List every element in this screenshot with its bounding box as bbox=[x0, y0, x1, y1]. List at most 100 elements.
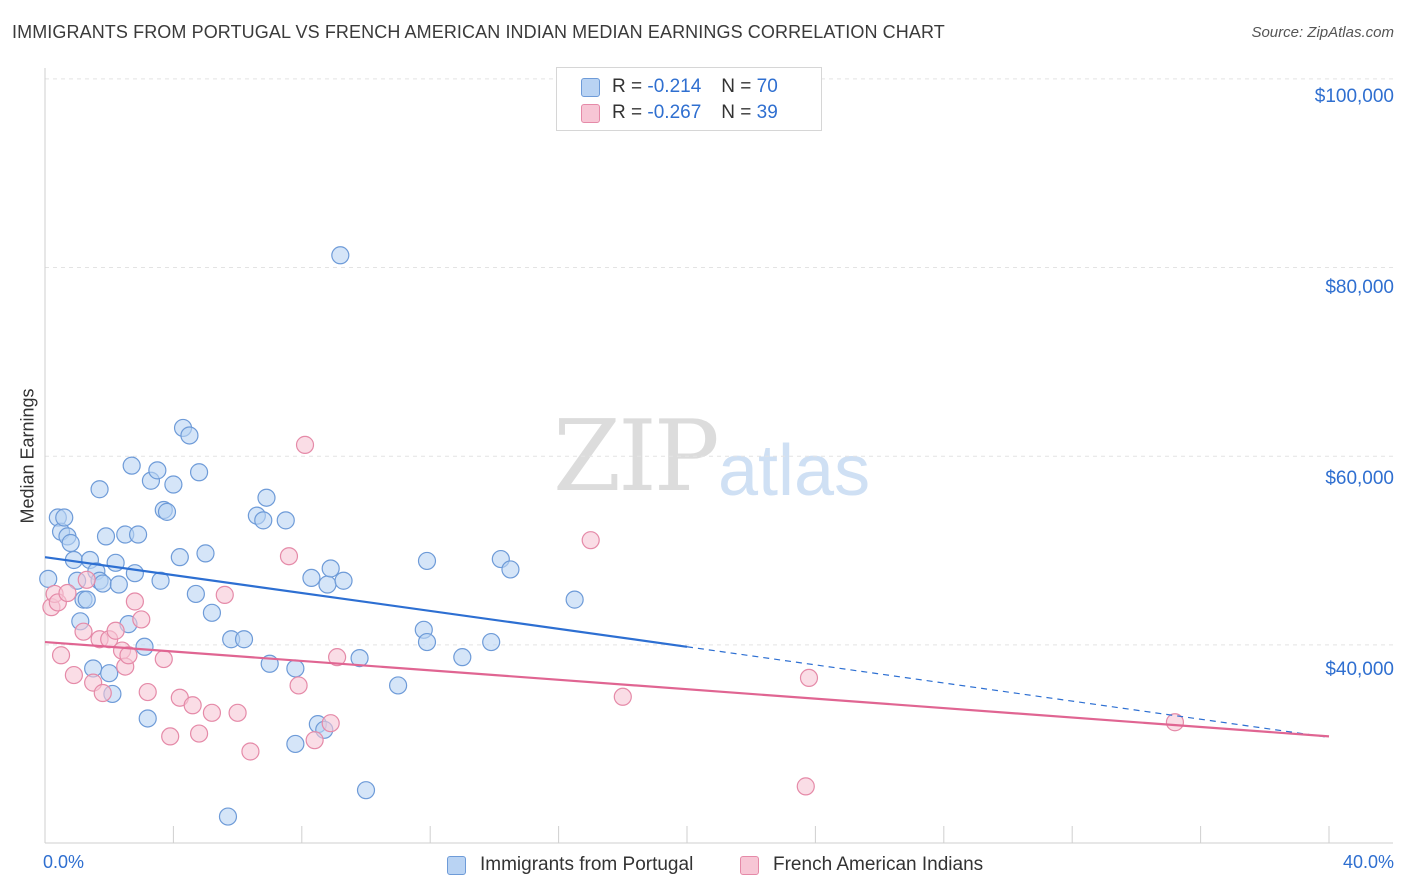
portugal-point-58 bbox=[334, 571, 353, 590]
french-american-indian-point-17 bbox=[132, 610, 151, 629]
y-axis-title: Median Earnings bbox=[17, 388, 38, 524]
portugal-point-44 bbox=[234, 630, 254, 649]
legend-r-label: R = bbox=[612, 102, 643, 123]
french-american-indian-point-25 bbox=[215, 585, 234, 604]
french-american-indian-point-26 bbox=[228, 703, 247, 722]
portugal-point-50 bbox=[286, 734, 305, 754]
portugal-point-66 bbox=[482, 632, 501, 652]
french-american-indian-point-27 bbox=[241, 742, 260, 761]
portugal-point-61 bbox=[389, 676, 408, 695]
portugal-point-51 bbox=[286, 659, 305, 678]
x-tick-label-min: 0.0% bbox=[43, 852, 85, 872]
portugal-point-38 bbox=[186, 584, 205, 604]
portugal-point-57 bbox=[331, 246, 350, 265]
french-american-indian-point-3 bbox=[51, 646, 71, 665]
french-american-indian-point-22 bbox=[183, 696, 202, 715]
french-american-indian-point-37 bbox=[796, 777, 815, 796]
watermark-zip: ZIP bbox=[553, 400, 720, 514]
french-american-indian-point-32 bbox=[321, 714, 340, 733]
y-tick-label-60000: $60,000 bbox=[1325, 468, 1394, 489]
portugal-point-18 bbox=[100, 664, 119, 683]
legend-n-label: N = bbox=[721, 76, 752, 97]
portugal-point-0 bbox=[39, 569, 58, 588]
french-american-indian-point-6 bbox=[74, 622, 93, 641]
portugal-point-5 bbox=[61, 533, 80, 553]
y-tick-label-100000: $100,000 bbox=[1314, 86, 1394, 107]
portugal-point-59 bbox=[350, 648, 369, 668]
portugal-point-40 bbox=[196, 544, 215, 563]
french-american-indian-point-30 bbox=[295, 435, 315, 454]
portugal-point-21 bbox=[109, 575, 128, 594]
portugal-point-41 bbox=[202, 603, 222, 622]
french-american-indian-point-35 bbox=[613, 687, 632, 706]
french-american-indian-point-12 bbox=[106, 621, 125, 640]
portugal-point-56 bbox=[321, 559, 340, 578]
french-american-indian-point-20 bbox=[161, 727, 180, 746]
portugal-point-42 bbox=[218, 807, 238, 826]
legend-r-label: R = bbox=[612, 76, 643, 97]
legend-swatch-blue bbox=[581, 77, 600, 97]
french-american-indian-point-28 bbox=[279, 547, 299, 566]
portugal-point-65 bbox=[453, 648, 472, 667]
legend-row-portugal: R = -0.214 N = 70 bbox=[581, 75, 778, 99]
french-american-indian-point-38 bbox=[1165, 713, 1185, 732]
portugal-point-27 bbox=[135, 637, 154, 656]
portugal-point-68 bbox=[501, 560, 520, 579]
portugal-point-24 bbox=[122, 456, 141, 475]
portugal-point-16 bbox=[93, 574, 112, 593]
bottom-legend-swatch-blue bbox=[447, 855, 466, 875]
portugal-point-25 bbox=[125, 564, 144, 583]
bottom-legend-swatch-pink bbox=[740, 855, 759, 875]
portugal-point-14 bbox=[90, 480, 109, 499]
french-american-indian-point-34 bbox=[581, 531, 600, 550]
legend-r-value: -0.214 bbox=[647, 76, 702, 97]
chart-title: IMMIGRANTS FROM PORTUGAL VS FRENCH AMERI… bbox=[12, 22, 945, 42]
y-tick-label-40000: $40,000 bbox=[1325, 659, 1394, 680]
portugal-point-49 bbox=[276, 511, 295, 530]
portugal-point-3 bbox=[55, 508, 74, 527]
portugal-point-30 bbox=[148, 461, 167, 480]
portugal-point-55 bbox=[318, 575, 337, 594]
portugal-point-46 bbox=[254, 511, 273, 530]
legend-row-french-american-indian: R = -0.267 N = 39 bbox=[581, 101, 778, 125]
portugal-point-10 bbox=[77, 590, 96, 609]
french-american-indian-point-31 bbox=[305, 731, 324, 750]
bottom-legend-portugal: Immigrants from Portugal bbox=[447, 852, 693, 878]
french-american-indian-point-36 bbox=[799, 668, 819, 688]
portugal-point-33 bbox=[157, 502, 177, 521]
french-american-indian-point-16 bbox=[125, 592, 144, 611]
french-american-indian-point-18 bbox=[138, 682, 157, 702]
french-american-indian-point-33 bbox=[328, 648, 347, 667]
portugal-point-60 bbox=[356, 781, 376, 800]
french-american-indian-point-23 bbox=[189, 724, 209, 743]
portugal-point-28 bbox=[138, 709, 157, 728]
bottom-legend-label: Immigrants from Portugal bbox=[480, 854, 694, 875]
portugal-point-39 bbox=[189, 463, 209, 482]
source-label: Source: ZipAtlas.com bbox=[1251, 24, 1394, 41]
french-american-indian-point-24 bbox=[202, 703, 222, 722]
portugal-point-26 bbox=[128, 525, 148, 544]
french-american-indian-point-29 bbox=[289, 676, 308, 695]
french-american-indian-point-15 bbox=[119, 646, 138, 665]
french-american-indian-point-19 bbox=[154, 649, 173, 669]
bottom-legend-label: French American Indians bbox=[773, 854, 984, 875]
bottom-legend-french-american-indian: French American Indians bbox=[740, 852, 983, 878]
portugal-point-37 bbox=[180, 426, 199, 445]
legend-r-value: -0.267 bbox=[647, 102, 702, 123]
portugal-point-63 bbox=[417, 632, 437, 652]
portugal-point-52 bbox=[302, 568, 321, 588]
portugal-trend-line-extrapolated bbox=[686, 646, 1330, 738]
portugal-point-35 bbox=[170, 548, 189, 567]
portugal-trend-line bbox=[44, 556, 688, 648]
legend-swatch-pink bbox=[581, 103, 600, 123]
portugal-point-69 bbox=[565, 590, 584, 609]
legend-n-value: 39 bbox=[756, 102, 778, 123]
legend-n-label: N = bbox=[721, 102, 752, 123]
correlation-legend: R = -0.214 N = 70 R = -0.267 N = 39 bbox=[556, 67, 822, 131]
y-tick-label-80000: $80,000 bbox=[1325, 277, 1394, 298]
portugal-point-17 bbox=[96, 527, 116, 546]
x-tick-label-max: 40.0% bbox=[1342, 852, 1394, 872]
french-american-indian-point-7 bbox=[77, 570, 96, 589]
french-american-indian-point-10 bbox=[93, 683, 112, 703]
watermark-atlas: atlas bbox=[718, 431, 871, 511]
